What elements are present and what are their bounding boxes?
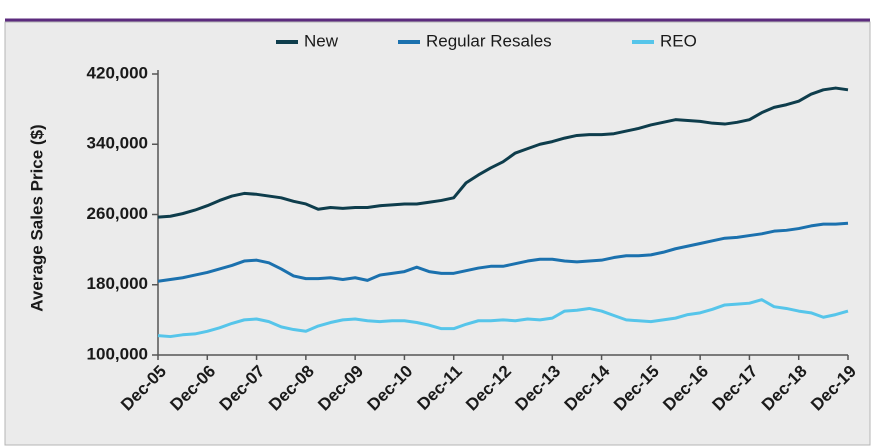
y-axis-label: Average Sales Price ($) <box>27 124 46 311</box>
line-series <box>157 86 849 219</box>
line-series <box>157 221 849 283</box>
y-tick-label: 100,000 <box>87 344 148 363</box>
y-tick-label: 340,000 <box>87 134 148 153</box>
line-series <box>157 298 849 339</box>
y-tick-label: 180,000 <box>87 274 148 293</box>
y-tick-label: 260,000 <box>87 204 148 223</box>
y-tick-label: 420,000 <box>87 63 148 82</box>
legend-label: REO <box>660 31 697 50</box>
plot-panel <box>4 21 871 446</box>
legend-label: New <box>304 31 339 50</box>
legend-label: Regular Resales <box>426 31 552 50</box>
